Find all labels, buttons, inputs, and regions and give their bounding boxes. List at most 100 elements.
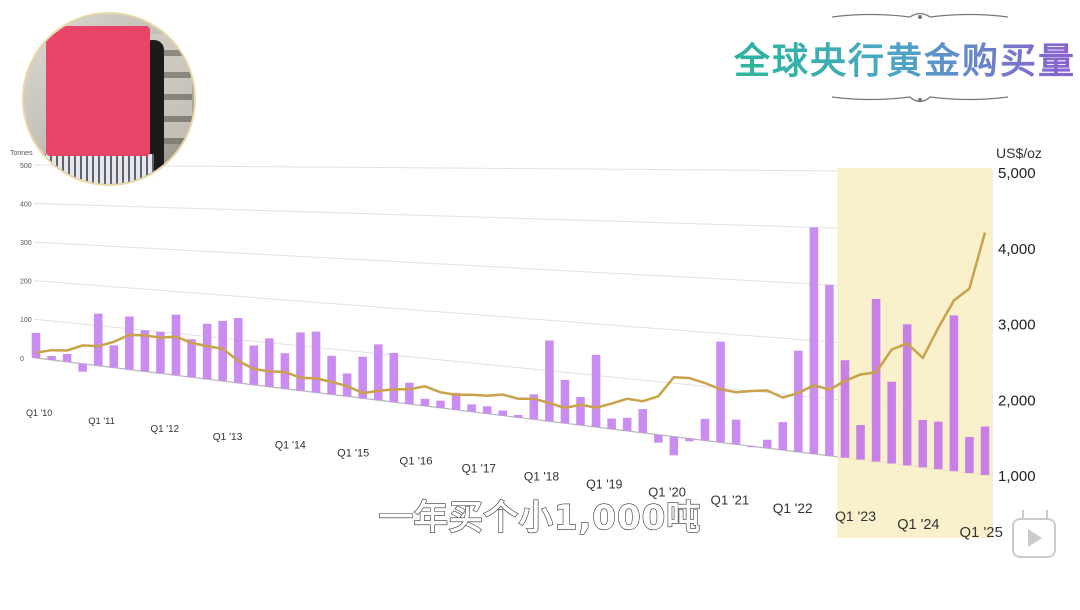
x-tick-label: Q1 '16 [399,455,432,467]
bar-40 [654,434,663,443]
left-tick-label: 300 [20,240,32,247]
right-axis-ticks: 5,000 4,000 3,000 2,000 1,000 [998,165,1036,485]
title-ornament-top [831,12,1009,19]
gold-price-line [35,232,987,410]
bar-39 [638,409,648,433]
bar-8 [156,331,165,374]
left-axis-ticks: 5004003002001000 [20,163,32,363]
left-axis-label: Tonnes [10,150,33,157]
bar-56 [902,324,912,466]
bar-5 [109,345,119,368]
x-tick-label: Q1 '11 [88,415,115,426]
bar-29 [482,406,492,414]
chart-title: 全球央行黄金购买量 [734,32,1076,84]
bar-13 [233,318,243,383]
bar-37 [607,418,616,429]
bar-55 [887,381,896,464]
left-tick-label: 200 [20,279,32,286]
bar-32 [529,394,539,420]
bar-4 [93,313,103,366]
bar-60 [965,436,974,474]
bar-36 [591,354,601,428]
bar-6 [125,316,134,370]
bar-48 [778,422,788,451]
bar-0 [31,332,41,358]
bar-42 [685,438,694,442]
play-icon[interactable] [1012,518,1056,558]
bar-24 [405,382,414,405]
bar-44 [716,341,725,443]
x-tick-label: Q1 '24 [897,517,939,533]
bar-11 [202,323,212,380]
grid-line-1 [33,203,993,234]
right-tick-label: 1,000 [998,468,1036,485]
bar-53 [856,425,865,460]
bar-17 [296,332,305,391]
x-tick-label: Q1 '15 [337,447,369,459]
bar-18 [311,331,321,393]
bar-35 [576,396,585,426]
right-axis-label: US$/oz [996,145,1042,161]
x-tick-label: Q1 '12 [150,424,179,435]
recent-years-highlight [837,168,992,538]
avatar-shirt [44,154,154,184]
bar-33 [545,340,554,422]
bar-47 [762,439,772,449]
title-ornament-bottom [831,96,1009,103]
x-tick-label: Q1 '22 [773,501,813,516]
right-tick-label: 4,000 [998,241,1036,258]
left-tick-label: 0 [20,356,24,363]
bar-26 [436,400,445,408]
bar-58 [934,421,943,470]
right-tick-label: 5,000 [998,165,1036,182]
bar-12 [218,320,227,382]
bar-19 [327,355,336,395]
bar-43 [700,418,710,441]
right-tick-label: 2,000 [998,392,1036,409]
x-tick-label: Q1 '21 [711,493,750,508]
video-subtitle: 一年买个小1,000吨 [378,497,702,538]
bar-45 [731,419,741,445]
bar-2 [62,353,72,362]
right-tick-label: 3,000 [998,317,1036,334]
bar-41 [669,436,679,456]
x-tick-label: Q1 '14 [275,439,306,451]
bar-21 [358,356,367,399]
bar-31 [514,414,523,418]
left-tick-label: 100 [20,317,32,324]
bar-59 [949,315,959,472]
x-axis-ticks: Q1 '10 Q1 '11 Q1 '12 Q1 '13 Q1 '14 Q1 '15 Q1 '… [26,408,1003,541]
bar-57 [918,420,928,468]
bar-10 [187,339,196,378]
x-tick-label: Q1 '10 [26,408,52,418]
bar-30 [498,410,507,416]
bar-3 [78,363,87,372]
presenter-avatar [22,12,196,186]
left-tick-label: 400 [20,202,32,209]
bar-28 [467,404,476,412]
chart-grid [33,164,993,538]
bar-1 [47,356,56,360]
x-tick-label: Q1 '17 [462,461,496,475]
bar-54 [871,298,881,462]
purchase-bars [31,227,990,475]
x-tick-label: Q1 '18 [524,470,560,484]
avatar-redaction [46,26,150,156]
bar-51 [825,284,834,456]
x-tick-label: Q1 '20 [648,485,686,500]
x-tick-label: Q1 '25 [959,525,1002,541]
bar-27 [451,392,461,410]
x-tick-label: Q1 '19 [586,478,622,492]
bar-7 [140,330,150,372]
x-tick-label: Q1 '13 [213,432,243,443]
zero-baseline [33,357,993,477]
x-tick-label: Q1 '23 [835,508,876,524]
bar-14 [249,345,259,385]
bar-50 [809,227,819,454]
bar-46 [747,446,756,448]
bar-23 [389,352,399,403]
bar-49 [794,350,803,452]
bar-25 [420,398,430,406]
bar-34 [560,379,570,424]
